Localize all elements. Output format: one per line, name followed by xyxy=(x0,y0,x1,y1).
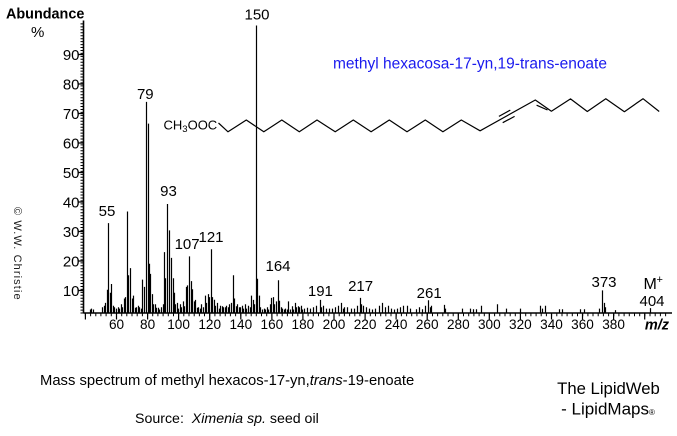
svg-text:320: 320 xyxy=(509,317,532,332)
svg-text:60: 60 xyxy=(63,135,80,152)
svg-text:+: + xyxy=(657,274,663,286)
svg-text:340: 340 xyxy=(540,317,563,332)
svg-text:180: 180 xyxy=(292,317,315,332)
svg-text:217: 217 xyxy=(348,278,373,295)
svg-text:Abundance: Abundance xyxy=(6,6,84,22)
svg-text:10: 10 xyxy=(63,283,80,300)
svg-text:30: 30 xyxy=(63,224,80,241)
svg-text:%: % xyxy=(31,24,44,41)
svg-text:90: 90 xyxy=(63,47,80,64)
svg-text:160: 160 xyxy=(261,317,284,332)
svg-text:140: 140 xyxy=(229,317,252,332)
svg-text:164: 164 xyxy=(265,258,290,275)
svg-text:40: 40 xyxy=(63,194,80,211)
svg-text:191: 191 xyxy=(308,283,333,300)
svg-text:373: 373 xyxy=(591,274,616,291)
svg-text:100: 100 xyxy=(167,317,190,332)
svg-text:300: 300 xyxy=(478,317,501,332)
svg-text:Mass spectrum of methyl hexaco: Mass spectrum of methyl hexacos-17-yn,tr… xyxy=(40,373,414,389)
svg-text:Source: Ximenia sp. seed oil: Source: Ximenia sp. seed oil xyxy=(135,411,319,427)
svg-text:200: 200 xyxy=(323,317,346,332)
svg-text:m/z: m/z xyxy=(645,318,670,334)
svg-text:220: 220 xyxy=(354,317,377,332)
svg-text:70: 70 xyxy=(63,106,80,123)
svg-text:360: 360 xyxy=(571,317,594,332)
svg-text:404: 404 xyxy=(639,293,664,310)
svg-text:CH3OOC: CH3OOC xyxy=(164,117,218,135)
svg-text:50: 50 xyxy=(63,165,80,182)
svg-text:93: 93 xyxy=(160,183,177,200)
svg-text:methyl hexacosa-17-yn,19-trans: methyl hexacosa-17-yn,19-trans-enoate xyxy=(333,56,607,73)
svg-text:261: 261 xyxy=(417,285,442,302)
svg-text:260: 260 xyxy=(416,317,439,332)
svg-text:M: M xyxy=(644,276,657,293)
svg-text:107: 107 xyxy=(175,236,200,253)
svg-text:60: 60 xyxy=(109,317,125,332)
svg-text:80: 80 xyxy=(63,76,80,93)
svg-text:150: 150 xyxy=(244,7,269,24)
svg-text:79: 79 xyxy=(137,86,154,103)
svg-text:121: 121 xyxy=(198,229,223,246)
svg-text:380: 380 xyxy=(602,317,625,332)
svg-text:280: 280 xyxy=(447,317,470,332)
svg-text:- LipidMaps®: - LipidMaps® xyxy=(561,400,655,419)
svg-text:120: 120 xyxy=(198,317,221,332)
svg-text:© W.W. Christie: © W.W. Christie xyxy=(11,207,23,301)
svg-text:The LipidWeb: The LipidWeb xyxy=(557,379,660,398)
svg-text:20: 20 xyxy=(63,253,80,270)
svg-text:240: 240 xyxy=(385,317,408,332)
svg-text:55: 55 xyxy=(99,203,116,220)
svg-text:80: 80 xyxy=(140,317,156,332)
